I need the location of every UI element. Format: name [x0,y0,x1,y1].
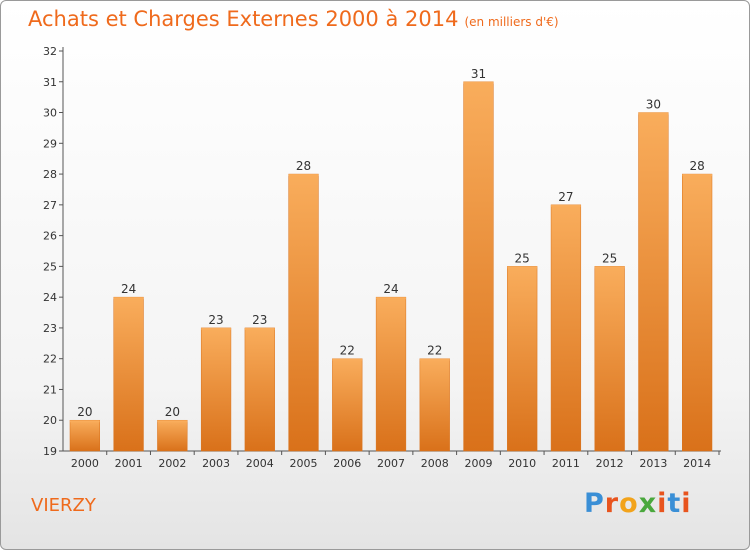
data-label: 22 [340,344,355,358]
data-label: 20 [165,405,180,419]
bar-top-highlight [113,297,144,300]
x-tick-label: 2008 [421,457,449,470]
bar [638,112,669,452]
bar-top-highlight [376,297,406,300]
bar [463,81,494,452]
y-tick-label: 27 [43,199,57,212]
data-label: 25 [602,251,617,265]
bar-top-highlight [288,174,319,177]
bars [69,81,713,452]
commune-name: VIERZY [31,495,96,516]
bar-top-highlight [419,358,450,361]
bar [507,266,538,452]
bar-top-highlight [201,327,231,330]
data-label: 20 [77,405,92,419]
data-label: 28 [296,159,311,173]
x-tick-label: 2010 [508,457,536,470]
x-tick-label: 2013 [639,457,667,470]
data-label: 24 [383,282,398,296]
bar [288,173,319,452]
y-tick-label: 32 [43,45,57,58]
y-tick-label: 31 [43,76,57,89]
logo-letter: x [638,488,658,519]
chart-title: Achats et Charges Externes 2000 à 2014 (e… [28,7,559,31]
bar [113,296,144,452]
x-tick-label: 2006 [333,457,361,470]
x-tick-label: 2004 [246,457,274,470]
x-tick-label: 2000 [71,457,99,470]
y-tick-label: 21 [43,383,57,396]
y-tick-label: 30 [43,107,57,120]
y-tick-label: 23 [43,322,57,335]
x-tick-label: 2001 [115,457,143,470]
data-label: 27 [558,190,573,204]
bar [550,204,582,452]
bar-top-highlight [332,358,363,361]
bar-top-highlight [638,112,669,115]
x-tick-label: 2009 [464,457,492,470]
x-tick-label: 2003 [202,457,230,470]
bar-top-highlight [507,266,538,269]
data-label: 25 [515,251,530,265]
bar [594,266,625,452]
proxiti-logo: Proxiti [584,488,692,519]
y-tick-label: 26 [43,230,57,243]
bar [332,358,363,452]
logo-letter: r [604,488,620,519]
x-tick-label: 2007 [377,457,405,470]
data-label: 22 [427,344,442,358]
x-tick-label: 2012 [596,457,624,470]
bar-top-highlight [244,327,275,330]
bar [157,419,188,452]
y-tick-label: 22 [43,353,57,366]
y-tick-label: 28 [43,168,57,181]
data-label: 28 [689,159,704,173]
bar-top-highlight [463,81,494,84]
bar-top-highlight [682,174,713,177]
bar [419,358,450,452]
logo-letter: i [657,488,668,519]
bar [682,173,713,452]
bar-top-highlight [551,204,581,207]
logo-letter: P [584,488,605,519]
logo-letter: t [667,488,682,519]
y-tick-label: 19 [43,445,57,458]
y-tick-label: 25 [43,260,57,273]
logo-letter: o [619,488,639,519]
x-tick-label: 2014 [683,457,711,470]
bar [200,327,232,452]
x-tick-label: 2011 [552,457,580,470]
y-tick-label: 24 [43,291,57,304]
bar-top-highlight [69,420,100,423]
data-label: 30 [646,98,661,112]
y-tick-label: 20 [43,414,57,427]
bar [244,327,275,452]
bar [375,296,407,452]
x-tick-label: 2005 [290,457,318,470]
axes: 19 20 21 22 23 24 25 26 27 28 29 30 31 32 2000 2001 2002… [43,45,721,470]
data-label: 24 [121,282,136,296]
bar-top-highlight [157,420,188,423]
chart-subtitle: (en milliers d'€) [464,15,559,29]
data-label: 23 [208,313,223,327]
bar [69,419,100,452]
data-label: 23 [252,313,267,327]
x-tick-label: 2002 [158,457,186,470]
data-labels: 20 24 20 23 23 28 22 24 22 31 25 27 25 30 28 [77,67,705,419]
bar-top-highlight [594,266,625,269]
title-text: Achats et Charges Externes 2000 à 2014 [28,7,459,31]
logo-letter: i [681,488,692,519]
y-tick-label: 29 [43,137,57,150]
data-label: 31 [471,67,486,81]
